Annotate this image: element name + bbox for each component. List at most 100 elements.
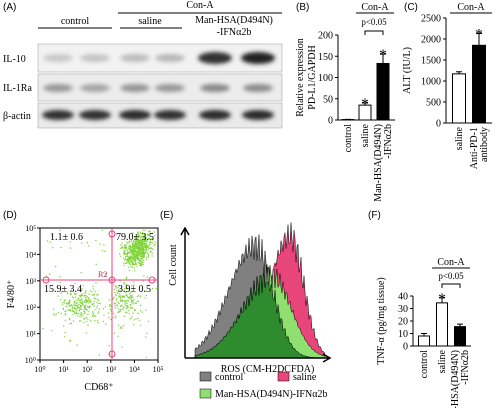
event-dot <box>121 346 123 348</box>
y-tick-label: 0 <box>436 119 441 130</box>
event-dot <box>133 256 136 258</box>
gate-handle <box>148 276 156 284</box>
event-dot <box>134 309 136 311</box>
event-dot <box>138 248 140 250</box>
event-dot <box>142 280 144 282</box>
event-dot <box>81 303 84 305</box>
event-dot <box>70 322 73 325</box>
event-dot <box>96 298 99 300</box>
quadrant-label: 79.0± 3.5 <box>116 232 154 243</box>
event-dot <box>97 312 99 314</box>
event-dot <box>129 307 131 309</box>
event-dot <box>142 252 145 254</box>
event-dot <box>76 299 78 301</box>
event-dot <box>133 249 136 251</box>
event-dot <box>69 247 72 249</box>
event-dot <box>120 304 122 307</box>
event-dot <box>133 298 135 301</box>
event-dot <box>52 308 55 310</box>
event-dot <box>140 236 142 239</box>
event-dot <box>113 288 116 291</box>
event-dot <box>139 256 141 258</box>
event-dot <box>127 251 129 254</box>
event-dot <box>132 284 135 286</box>
event-dot <box>104 273 107 275</box>
event-dot <box>113 316 115 318</box>
bar <box>452 73 466 124</box>
event-dot <box>69 339 72 342</box>
event-dot <box>121 309 123 311</box>
event-dot <box>128 269 130 272</box>
event-dot <box>128 297 131 300</box>
event-dot <box>83 308 85 311</box>
event-dot <box>146 252 149 255</box>
event-dot <box>130 285 133 287</box>
event-dot <box>140 249 142 251</box>
event-dot <box>76 312 78 315</box>
group-label: Con-A <box>361 2 389 13</box>
event-dot <box>114 302 117 305</box>
event-dot <box>72 320 75 322</box>
bands <box>42 52 275 120</box>
event-dot <box>135 233 137 236</box>
event-dot <box>81 300 83 302</box>
event-dot <box>80 308 83 311</box>
event-dot <box>124 311 127 313</box>
event-dot <box>137 312 139 315</box>
event-dot <box>80 305 83 307</box>
event-dot <box>133 267 135 269</box>
event-dot <box>136 245 138 248</box>
event-dot <box>80 289 82 291</box>
event-dot <box>69 318 71 320</box>
event-dot <box>88 300 91 302</box>
event-dot <box>118 308 120 310</box>
event-dot <box>92 313 94 316</box>
y-axis-title: Cell count <box>168 244 179 286</box>
event-dot <box>146 239 148 241</box>
event-dot <box>152 248 154 251</box>
event-dot <box>75 304 77 306</box>
event-dot <box>126 311 128 313</box>
event-dot <box>149 251 151 253</box>
event-dot <box>142 235 144 237</box>
event-dot <box>64 331 66 334</box>
event-dot <box>128 248 131 250</box>
event-dot <box>144 229 146 232</box>
event-dot <box>140 247 142 249</box>
event-dot <box>73 292 76 295</box>
event-dot <box>130 298 132 301</box>
gate-handle <box>108 350 116 358</box>
event-dot <box>126 276 128 278</box>
event-dot <box>114 307 117 309</box>
event-dot <box>86 300 89 302</box>
event-dot <box>74 300 76 303</box>
event-dot <box>129 292 132 294</box>
event-dot <box>134 259 136 261</box>
event-dot <box>80 299 83 301</box>
y-axis-title: Relative expression <box>295 38 306 117</box>
event-dot <box>146 250 148 253</box>
band <box>198 52 232 64</box>
event-dot <box>125 262 127 265</box>
event-dot <box>131 266 134 268</box>
event-dot <box>113 332 116 334</box>
y-tick-label: 30 <box>398 304 408 315</box>
y-tick-label: 0 <box>328 116 333 127</box>
event-dot <box>130 240 133 242</box>
y-tick-label: 10¹ <box>26 330 37 339</box>
event-dot <box>85 332 88 334</box>
event-dot <box>70 289 73 291</box>
bar <box>454 326 466 347</box>
x-tick-label: Anti-PD-1 <box>469 127 480 169</box>
bar <box>376 62 390 121</box>
y-tick-label: 1500 <box>421 56 441 67</box>
panel-label: (D) <box>3 210 17 221</box>
row-label: IL-10 <box>3 54 26 65</box>
event-dot <box>86 295 88 298</box>
event-dot <box>123 252 125 254</box>
event-dot <box>123 262 125 264</box>
panel-label: (E) <box>160 210 173 221</box>
event-dot <box>102 272 105 274</box>
y-axis-title: ALT (IU/L) <box>402 47 413 94</box>
event-dot <box>141 232 144 234</box>
